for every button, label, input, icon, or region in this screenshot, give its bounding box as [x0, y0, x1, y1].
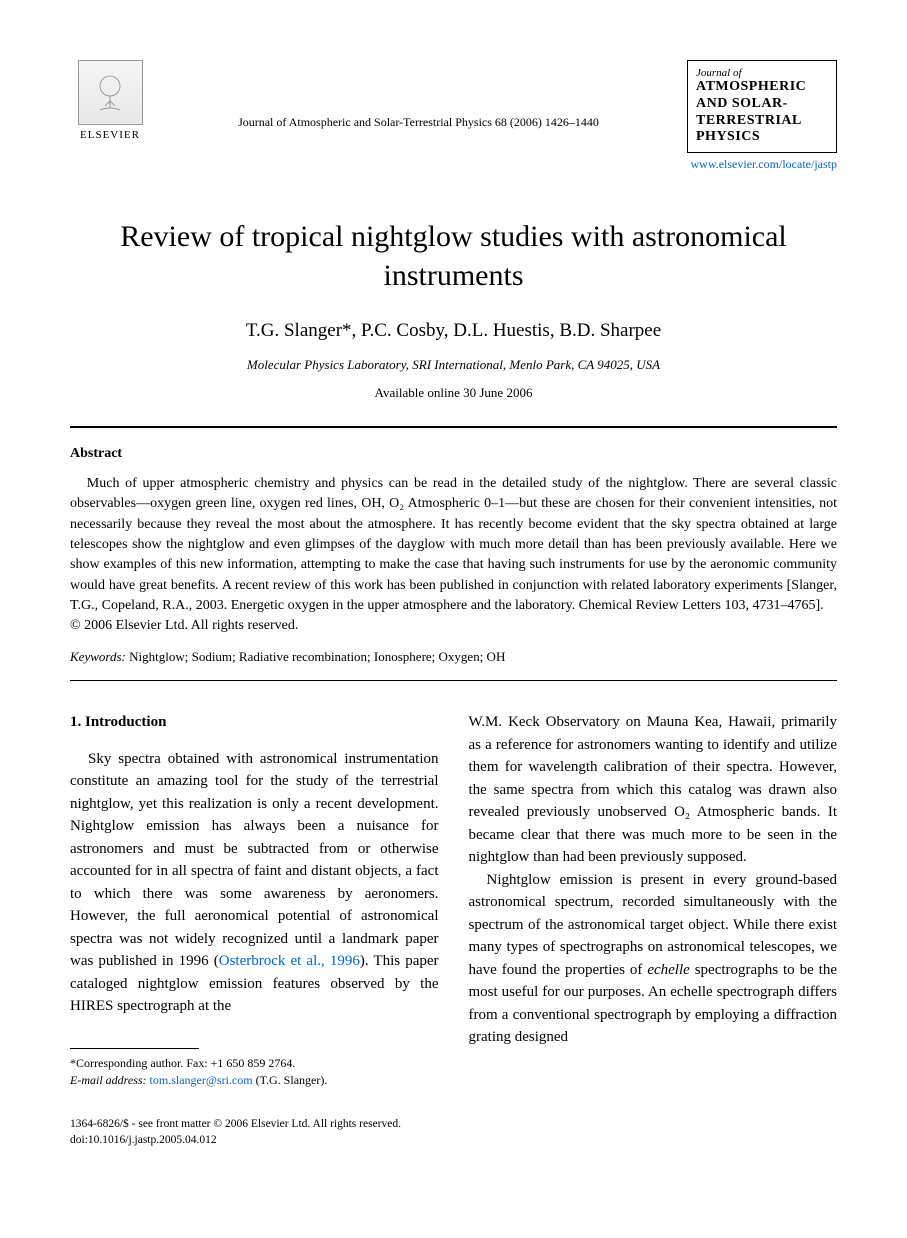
email-line: E-mail address: tom.slanger@sri.com (T.G… — [70, 1072, 439, 1089]
intro-paragraph-1: Sky spectra obtained with astronomical i… — [70, 748, 439, 1018]
citation-line: Journal of Atmospheric and Solar-Terrest… — [150, 60, 687, 130]
email-label: E-mail address: — [70, 1073, 147, 1087]
abstract-label: Abstract — [70, 446, 837, 462]
divider-top — [70, 426, 837, 428]
section-1-heading: 1. Introduction — [70, 711, 439, 734]
journal-box: Journal of ATMOSPHERIC AND SOLAR-TERREST… — [687, 60, 837, 153]
header-row: ELSEVIER Journal of Atmospheric and Sola… — [70, 60, 837, 207]
journal-box-top: Journal of — [696, 67, 828, 79]
authors-text: T.G. Slanger*, P.C. Cosby, D.L. Huestis,… — [246, 320, 661, 341]
column-right: W.M. Keck Observatory on Mauna Kea, Hawa… — [469, 711, 838, 1088]
corr-author-line: *Corresponding author. Fax: +1 650 859 2… — [70, 1055, 439, 1072]
body-columns: 1. Introduction Sky spectra obtained wit… — [70, 711, 837, 1088]
authors-line: T.G. Slanger*, P.C. Cosby, D.L. Huestis,… — [70, 320, 837, 342]
email-person: (T.G. Slanger). — [253, 1073, 328, 1087]
issn-line: 1364-6826/$ - see front matter © 2006 El… — [70, 1116, 837, 1132]
keywords-label: Keywords: — [70, 649, 126, 664]
intro-paragraph-2: Nightglow emission is present in every g… — [469, 869, 838, 1049]
publisher-logo: ELSEVIER — [70, 60, 150, 141]
keywords-line: Keywords: Nightglow; Sodium; Radiative r… — [70, 649, 837, 665]
email-link[interactable]: tom.slanger@sri.com — [150, 1073, 253, 1087]
article-title: Review of tropical nightglow studies wit… — [70, 217, 837, 295]
intro-p1-a: Sky spectra obtained with astronomical i… — [70, 751, 439, 970]
publisher-name: ELSEVIER — [80, 129, 140, 141]
elsevier-tree-icon — [78, 60, 143, 125]
citation-osterbrock-1996[interactable]: Osterbrock et al., 1996 — [219, 953, 360, 969]
intro-p2-em: echelle — [647, 962, 689, 978]
available-online: Available online 30 June 2006 — [70, 385, 837, 401]
abstract-copyright: © 2006 Elsevier Ltd. All rights reserved… — [70, 618, 837, 634]
divider-bottom — [70, 680, 837, 681]
intro-p1-continued: W.M. Keck Observatory on Mauna Kea, Hawa… — [469, 711, 838, 869]
page-footer: 1364-6826/$ - see front matter © 2006 El… — [70, 1116, 837, 1148]
affiliation: Molecular Physics Laboratory, SRI Intern… — [70, 357, 837, 373]
doi-line: doi:10.1016/j.jastp.2005.04.012 — [70, 1132, 837, 1148]
footnote-separator — [70, 1048, 199, 1049]
journal-box-main: ATMOSPHERIC AND SOLAR-TERRESTRIAL PHYSIC… — [696, 79, 828, 146]
keywords-text: Nightglow; Sodium; Radiative recombinati… — [126, 649, 505, 664]
corresponding-author-footnote: *Corresponding author. Fax: +1 650 859 2… — [70, 1055, 439, 1089]
column-left: 1. Introduction Sky spectra obtained wit… — [70, 711, 439, 1088]
journal-box-wrapper: Journal of ATMOSPHERIC AND SOLAR-TERREST… — [687, 60, 837, 207]
journal-url-link[interactable]: www.elsevier.com/locate/jastp — [687, 157, 837, 172]
abstract-text: Much of upper atmospheric chemistry and … — [70, 474, 837, 616]
